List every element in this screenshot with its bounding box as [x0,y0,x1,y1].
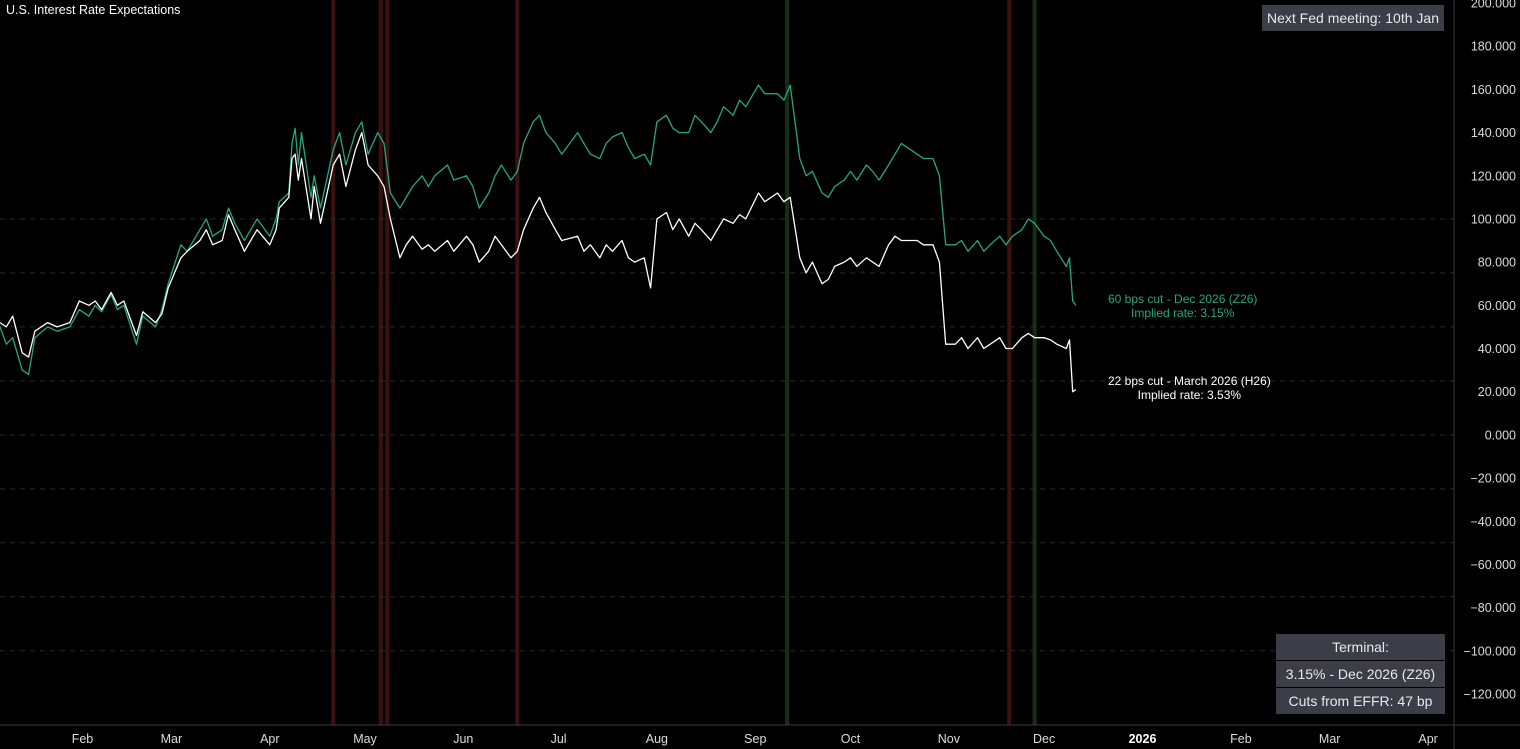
y-tick-label: −100.000 [1464,644,1517,658]
chart-title: U.S. Interest Rate Expectations [6,3,181,17]
y-tick-label: 160.000 [1471,83,1516,97]
z26-series-line [0,84,1077,376]
event-band-red [515,0,520,725]
y-tick-label: 200.000 [1471,0,1516,11]
x-tick-label: Feb [1230,732,1252,746]
series-lines [0,84,1077,393]
y-tick-label: −60.000 [1470,558,1516,572]
x-tick-label: May [353,732,377,746]
x-tick-label: Oct [841,732,861,746]
y-tick-label: 0.000 [1485,428,1516,442]
h26-cut-label: 22 bps cut - March 2026 (H26) [1108,374,1271,388]
x-tick-label: Apr [260,732,279,746]
y-tick-label: −120.000 [1464,688,1517,702]
grid-lines [0,218,1454,652]
x-tick-label: Jun [453,732,473,746]
x-tick-label: Dec [1033,732,1055,746]
y-tick-label: −20.000 [1470,472,1516,486]
terminal-table: Terminal: 3.15% - Dec 2026 (Z26) Cuts fr… [1276,634,1445,715]
y-tick-label: 60.000 [1478,299,1516,313]
next-fed-meeting-badge: Next Fed meeting: 10th Jan [1262,5,1444,31]
x-tick-label: Aug [646,732,668,746]
h26-implied-rate-label: Implied rate: 3.53% [1137,388,1242,402]
terminal-heading: Terminal: [1276,634,1445,660]
event-band-green [785,0,790,725]
y-tick-label: 100.000 [1471,212,1516,226]
x-tick-label: Nov [938,732,961,746]
event-band-red [331,0,336,725]
x-tick-label: Mar [161,732,183,746]
event-band-green [1032,0,1037,725]
y-tick-label: 120.000 [1471,169,1516,183]
h26-series-line [0,131,1077,393]
event-band-red [385,0,390,725]
event-band-red [1007,0,1012,725]
y-tick-label: 40.000 [1478,342,1516,356]
event-bands [331,0,1037,725]
y-tick-label: −40.000 [1470,515,1516,529]
x-tick-label: Mar [1319,732,1341,746]
y-axis-ticks: 200.000 180.000 160.000 140.000 120.000 100.0… [1464,0,1517,702]
event-band-red [378,0,383,725]
terminal-value: 3.15% - Dec 2026 (Z26) [1276,661,1445,687]
z26-implied-rate-label: Implied rate: 3.15% [1131,306,1235,320]
z26-cut-label: 60 bps cut - Dec 2026 (Z26) [1108,292,1258,306]
y-tick-label: 80.000 [1478,256,1516,270]
x-tick-label: Sep [744,732,766,746]
h26-series-label: 22 bps cut - March 2026 (H26) Implied ra… [1108,374,1271,402]
x-tick-label: Feb [72,732,94,746]
z26-series-label: 60 bps cut - Dec 2026 (Z26) Implied rate… [1108,292,1257,320]
y-tick-label: 140.000 [1471,126,1516,140]
y-tick-label: −80.000 [1470,601,1516,615]
x-axis-ticks: Feb Mar Apr May Jun Jul Aug Sep Oct Nov Dec 2026 Feb… [72,732,1438,746]
x-tick-label: Jul [551,732,567,746]
y-tick-label: 20.000 [1478,385,1516,399]
terminal-cuts: Cuts from EFFR: 47 bp [1276,688,1445,714]
x-tick-label: 2026 [1129,732,1157,746]
x-tick-label: Apr [1418,732,1437,746]
y-tick-label: 180.000 [1471,40,1516,54]
